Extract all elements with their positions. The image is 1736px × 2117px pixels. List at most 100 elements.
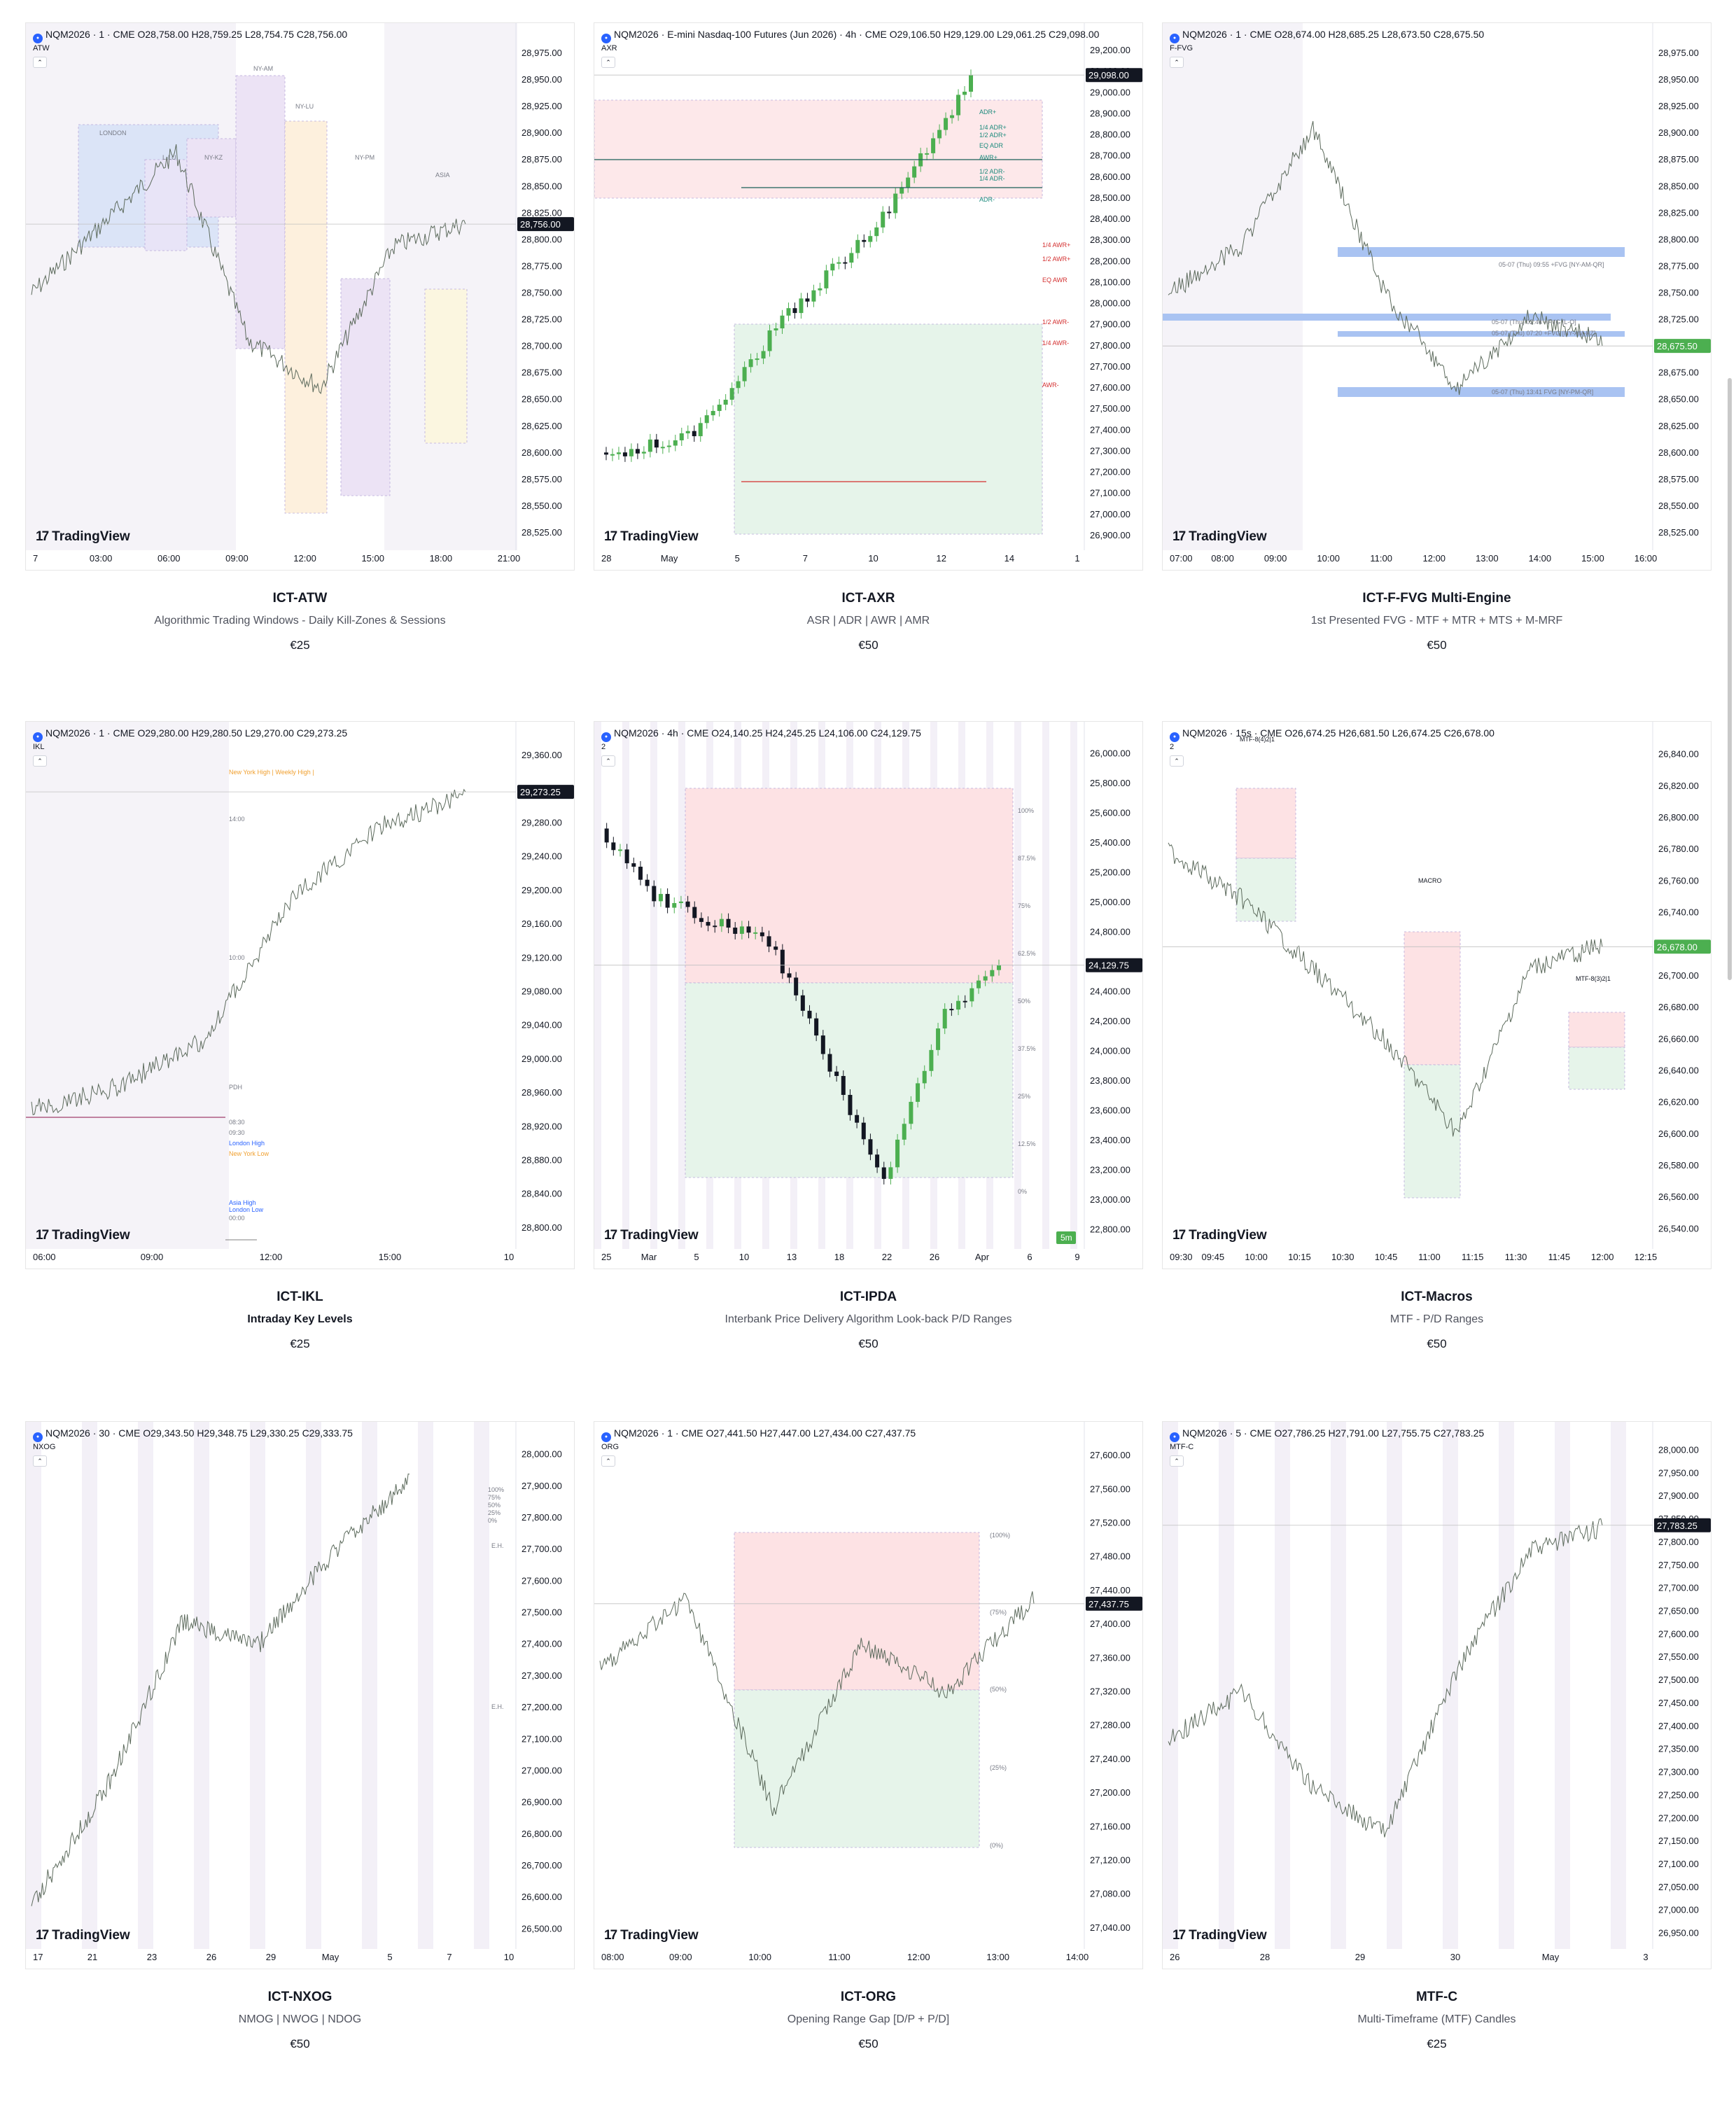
- y-axis-label: 28,825.00: [522, 207, 562, 218]
- y-axis-label: 28,550.00: [1658, 501, 1699, 511]
- x-axis-label: 29: [1355, 1952, 1365, 1962]
- chart-preview[interactable]: ● NQM2026 · 1 · CME O27,441.50 H27,447.00…: [594, 1421, 1143, 1969]
- y-axis-label: 27,950.00: [1658, 1467, 1699, 1478]
- y-axis-label: 26,600.00: [1658, 1129, 1699, 1139]
- y-axis-label: 24,800.00: [1090, 926, 1130, 937]
- x-axis-label: 30: [1450, 1952, 1460, 1962]
- x-axis-label: 10: [868, 553, 878, 564]
- chart-preview[interactable]: ● NQM2026 · 4h · CME O24,140.25 H24,245.2…: [594, 721, 1143, 1269]
- product-title[interactable]: ICT-ATW: [272, 591, 328, 606]
- y-axis-label: 28,950.00: [522, 74, 562, 85]
- x-axis-label: 3: [1643, 1952, 1648, 1962]
- x-axis-label: 10:15: [1288, 1252, 1311, 1262]
- chart-annotation: 1/4 ADR-: [979, 175, 1005, 182]
- chart-preview[interactable]: ● NQM2026 · 5 · CME O27,786.25 H27,791.00…: [1162, 1421, 1712, 1969]
- product-title[interactable]: ICT-IPDA: [839, 1290, 897, 1304]
- chart-preview[interactable]: ● NQM2026 · E-mini Nasdaq-100 Futures (Ju…: [594, 22, 1143, 571]
- collapse-chevron-icon[interactable]: ⌃: [601, 1455, 615, 1467]
- y-axis-label: 27,700.00: [1658, 1583, 1699, 1593]
- ohlc-text: NQM2026 · 1 · CME O28,758.00 H28,759.25 …: [46, 29, 348, 40]
- chart-preview[interactable]: ● NQM2026 · 30 · CME O29,343.50 H29,348.7…: [25, 1421, 575, 1969]
- y-axis-label: 28,800.00: [522, 234, 562, 244]
- y-axis-label: 28,000.00: [1658, 1444, 1699, 1455]
- ohlc-text: NQM2026 · 5 · CME O27,786.25 H27,791.00 …: [1182, 1427, 1485, 1439]
- y-axis-label: 27,800.00: [1658, 1537, 1699, 1547]
- x-axis-label: 10:45: [1375, 1252, 1398, 1262]
- chart-preview[interactable]: ● NQM2026 · 1 · CME O28,674.00 H28,685.25…: [1162, 22, 1712, 571]
- x-axis-label: Apr: [975, 1252, 990, 1262]
- ohlc-text: NQM2026 · 1 · CME O27,441.50 H27,447.00 …: [614, 1427, 916, 1439]
- y-axis-label: 26,800.00: [1658, 812, 1699, 823]
- last-price-tag: [1086, 1596, 1142, 1611]
- last-price-value: 29,098.00: [1088, 70, 1129, 81]
- range-zone: [1404, 931, 1461, 1066]
- product-title[interactable]: MTF-C: [1415, 1990, 1458, 2004]
- y-axis-label: 29,240.00: [522, 851, 562, 862]
- y-axis-label: 27,300.00: [522, 1670, 562, 1681]
- timeframe-badge[interactable]: [1056, 1231, 1076, 1244]
- product-title[interactable]: ICT-IKL: [276, 1290, 323, 1304]
- chart-preview[interactable]: ● NQM2026 · 15s · CME O26,674.25 H26,681.…: [1162, 721, 1712, 1269]
- product-title[interactable]: ICT-ORG: [840, 1990, 897, 2004]
- fvg-band: [1338, 247, 1625, 257]
- y-axis-label: 27,500.00: [522, 1607, 562, 1618]
- x-axis-label: 09:45: [1202, 1252, 1225, 1262]
- y-axis-label: 29,160.00: [522, 918, 562, 929]
- collapse-chevron-icon[interactable]: ⌃: [33, 1455, 47, 1467]
- chart-annotation: 50%: [488, 1502, 500, 1509]
- chart-preview[interactable]: ● NQM2026 · 1 · CME O29,280.00 H29,280.50…: [25, 721, 575, 1269]
- collapse-chevron-icon[interactable]: ⌃: [1170, 755, 1184, 767]
- y-axis-label: 28,525.00: [1658, 527, 1699, 538]
- chart-preview[interactable]: ● NQM2026 · 1 · CME O28,758.00 H28,759.25…: [25, 22, 575, 571]
- collapse-chevron-icon[interactable]: ⌃: [1170, 57, 1184, 68]
- x-axis-label: 09:30: [1170, 1252, 1193, 1262]
- product-title[interactable]: ICT-AXR: [841, 591, 895, 606]
- y-axis-label: 26,680.00: [1658, 1002, 1699, 1012]
- y-axis-label: 27,200.00: [1090, 1787, 1130, 1798]
- y-axis-label: 28,775.00: [1658, 260, 1699, 271]
- symbol-header: ● NQM2026 · 1 · CME O28,758.00 H28,759.25…: [33, 29, 347, 43]
- session-shade: [678, 722, 685, 1249]
- last-price-tag: [517, 785, 574, 799]
- collapse-chevron-icon[interactable]: ⌃: [33, 57, 47, 68]
- x-axis-label: 14:00: [1529, 553, 1552, 564]
- range-zone: [594, 99, 1043, 199]
- last-price-tag: [1086, 958, 1142, 972]
- x-axis-label: 11:30: [1505, 1252, 1527, 1262]
- y-axis-label: 27,700.00: [522, 1544, 562, 1554]
- y-axis-label: 27,600.00: [1090, 1450, 1130, 1460]
- y-axis-label: 28,300.00: [1090, 235, 1130, 245]
- chart-annotation: 1/2 ADR-: [979, 168, 1005, 175]
- x-axis-label: 7: [33, 553, 38, 564]
- y-axis-label: 27,600.00: [522, 1575, 562, 1586]
- collapse-chevron-icon[interactable]: ⌃: [601, 57, 615, 68]
- x-axis-label: 08:00: [1211, 553, 1234, 564]
- collapse-chevron-icon[interactable]: ⌃: [33, 755, 47, 767]
- x-axis-label: 10: [739, 1252, 749, 1262]
- symbol-header: ● NQM2026 · 5 · CME O27,786.25 H27,791.00…: [1170, 1427, 1484, 1442]
- chart-annotation: ADR-: [979, 196, 995, 203]
- product-title[interactable]: ICT-NXOG: [267, 1990, 332, 2004]
- collapse-chevron-icon[interactable]: ⌃: [601, 755, 615, 767]
- chart-annotation: 100%: [488, 1486, 504, 1493]
- chart-annotation: EQ AWR: [1042, 277, 1068, 284]
- y-axis-label: 26,620.00: [1658, 1097, 1699, 1108]
- y-axis-label: 26,600.00: [522, 1892, 562, 1902]
- session-shade: [1014, 722, 1021, 1249]
- session-shade: [1331, 1422, 1346, 1949]
- page-scrollbar[interactable]: [1728, 378, 1732, 980]
- collapse-chevron-icon[interactable]: ⌃: [1170, 1455, 1184, 1467]
- product-title[interactable]: ICT-F-FVG Multi-Engine: [1362, 591, 1511, 606]
- chart-annotation: (50%): [990, 1686, 1007, 1693]
- range-zone: [340, 278, 391, 496]
- y-axis-label: 26,820.00: [1658, 781, 1699, 791]
- y-axis-label: 28,775.00: [522, 260, 562, 271]
- range-zone: [685, 788, 1014, 984]
- y-axis-label: 26,580.00: [1658, 1160, 1699, 1171]
- y-axis-label: 28,850.00: [522, 181, 562, 191]
- y-axis-label: 27,200.00: [1090, 467, 1130, 477]
- y-axis-label: 28,525.00: [522, 527, 562, 538]
- product-title[interactable]: ICT-Macros: [1401, 1290, 1473, 1304]
- x-axis-label: 26: [206, 1952, 216, 1962]
- y-axis-label: 27,400.00: [1090, 1619, 1130, 1629]
